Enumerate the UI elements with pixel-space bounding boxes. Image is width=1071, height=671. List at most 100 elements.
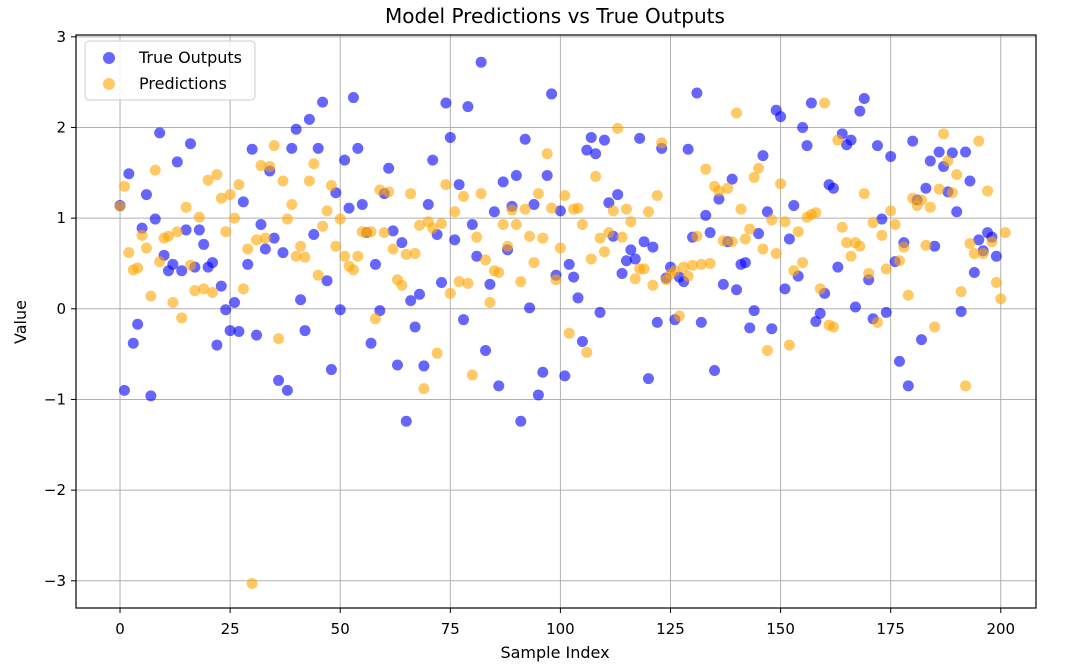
prediction-point xyxy=(224,189,236,201)
prediction-point xyxy=(713,185,725,197)
true-output-point xyxy=(356,199,368,211)
prediction-point xyxy=(942,155,954,167)
true-output-point xyxy=(510,170,522,182)
prediction-point xyxy=(691,230,703,242)
prediction-point xyxy=(202,174,214,186)
prediction-point xyxy=(938,128,950,140)
true-output-point xyxy=(422,199,434,211)
prediction-point xyxy=(339,250,351,262)
true-output-point xyxy=(858,92,870,104)
prediction-point xyxy=(854,240,866,252)
true-output-point xyxy=(176,265,188,277)
prediction-point xyxy=(162,230,174,242)
prediction-point xyxy=(968,248,980,260)
true-outputs-points xyxy=(114,56,1002,427)
true-output-point xyxy=(788,199,800,211)
true-output-point xyxy=(827,182,839,194)
prediction-point xyxy=(885,205,897,217)
prediction-point xyxy=(810,207,822,219)
true-output-point xyxy=(215,280,227,292)
true-output-point xyxy=(198,238,210,250)
true-output-point xyxy=(960,146,972,158)
true-output-point xyxy=(576,335,588,347)
prediction-point xyxy=(893,255,905,267)
true-output-point xyxy=(731,284,743,296)
prediction-point xyxy=(559,189,571,201)
prediction-point xyxy=(757,243,769,255)
y-tick-label: 0 xyxy=(56,300,66,318)
x-tick-label: 175 xyxy=(876,620,905,638)
prediction-point xyxy=(242,243,254,255)
x-tick-label: 50 xyxy=(331,620,350,638)
true-output-point xyxy=(753,228,765,240)
y-tick-label: −3 xyxy=(44,572,66,590)
true-output-point xyxy=(973,234,985,246)
true-output-point xyxy=(440,97,452,109)
legend-marker-true-outputs xyxy=(103,52,115,64)
true-output-point xyxy=(598,134,610,146)
true-output-point xyxy=(343,202,355,214)
prediction-point xyxy=(598,246,610,258)
true-output-point xyxy=(132,318,144,330)
axis-ticks: 0 25 50 75 100 125 150 175 200 −3 −2 −1 0 1 2 3 xyxy=(44,28,1015,638)
true-output-point xyxy=(581,144,593,156)
y-tick-label: 1 xyxy=(56,209,66,227)
prediction-point xyxy=(995,293,1007,305)
true-output-point xyxy=(418,360,430,372)
true-output-point xyxy=(726,173,738,185)
prediction-point xyxy=(863,267,875,279)
prediction-point xyxy=(264,160,276,172)
prediction-point xyxy=(449,206,461,218)
prediction-point xyxy=(638,263,650,275)
prediction-point xyxy=(819,97,831,109)
prediction-point xyxy=(145,290,157,302)
prediction-point xyxy=(431,347,443,359)
prediction-point xyxy=(946,187,958,199)
prediction-point xyxy=(673,310,685,322)
true-output-point xyxy=(929,240,941,252)
prediction-point xyxy=(792,226,804,238)
prediction-point xyxy=(739,233,751,245)
true-output-point xyxy=(907,135,919,147)
true-output-point xyxy=(352,142,364,154)
true-output-point xyxy=(325,364,337,376)
true-output-point xyxy=(193,224,205,236)
prediction-point xyxy=(229,212,241,224)
prediction-point xyxy=(951,169,963,181)
legend-box xyxy=(84,40,256,101)
true-output-point xyxy=(612,189,624,201)
true-output-point xyxy=(814,307,826,319)
true-output-point xyxy=(629,253,641,265)
true-output-point xyxy=(779,283,791,295)
true-output-point xyxy=(616,267,628,279)
true-output-point xyxy=(334,304,346,316)
prediction-point xyxy=(378,227,390,239)
true-output-point xyxy=(480,345,492,357)
prediction-point xyxy=(775,178,787,190)
prediction-point xyxy=(383,186,395,198)
true-output-point xyxy=(396,237,408,249)
true-output-point xyxy=(299,325,311,337)
true-output-point xyxy=(603,197,615,209)
prediction-point xyxy=(207,286,219,298)
true-output-point xyxy=(427,154,439,166)
legend: True Outputs Predictions xyxy=(84,40,256,101)
prediction-point xyxy=(365,226,377,238)
prediction-point xyxy=(330,240,342,252)
prediction-point xyxy=(889,218,901,230)
true-output-point xyxy=(766,323,778,335)
true-output-point xyxy=(700,209,712,221)
prediction-point xyxy=(960,380,972,392)
prediction-point xyxy=(114,200,126,212)
prediction-point xyxy=(132,262,144,274)
prediction-point xyxy=(290,250,302,262)
prediction-point xyxy=(268,140,280,152)
true-output-point xyxy=(713,193,725,205)
true-output-point xyxy=(365,337,377,349)
prediction-point xyxy=(273,333,285,345)
prediction-point xyxy=(259,232,271,244)
prediction-point xyxy=(237,283,249,295)
true-output-point xyxy=(554,205,566,217)
prediction-point xyxy=(783,339,795,351)
prediction-point xyxy=(651,189,663,201)
